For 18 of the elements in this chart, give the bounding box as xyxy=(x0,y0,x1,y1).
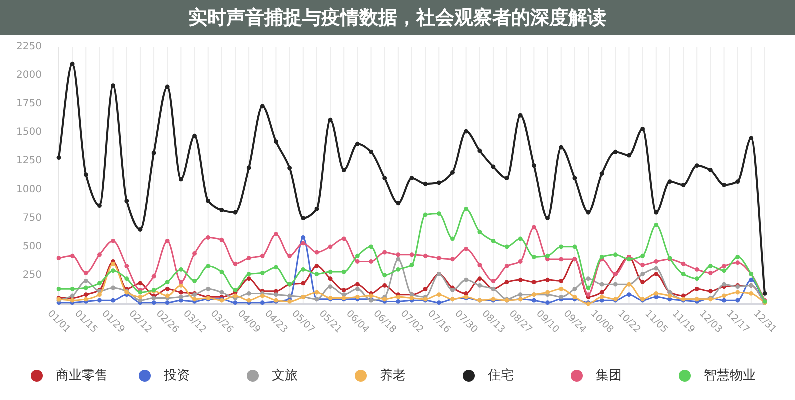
y-tick-label: 1750 xyxy=(16,98,42,110)
y-tick-label: 1500 xyxy=(16,127,42,138)
chart-title: 实时声音捕捉与疫情数据，社会观察者的深度解读 xyxy=(188,7,606,29)
y-tick-label: 250 xyxy=(22,270,42,281)
legend-label: 文旅 xyxy=(272,368,298,384)
legend-label: 智慧物业 xyxy=(704,368,756,384)
y-tick-label: 1000 xyxy=(16,184,42,196)
legend-label: 商业零售 xyxy=(56,368,108,384)
title: 实时声音捕捉与疫情数据，社会观察者的深度解读 xyxy=(0,0,795,35)
y-tick-label: 2000 xyxy=(16,70,42,82)
legend-label: 集团 xyxy=(596,368,622,384)
y-tick-label: 500 xyxy=(22,241,42,252)
y-tick-label: 750 xyxy=(22,212,42,224)
y-tick-label: 1250 xyxy=(16,156,42,167)
legend-label: 养老 xyxy=(380,368,406,384)
y-tick-label: 2250 xyxy=(16,42,42,52)
legend-label: 投资 xyxy=(163,368,190,384)
legend-label: 住宅 xyxy=(487,368,514,384)
